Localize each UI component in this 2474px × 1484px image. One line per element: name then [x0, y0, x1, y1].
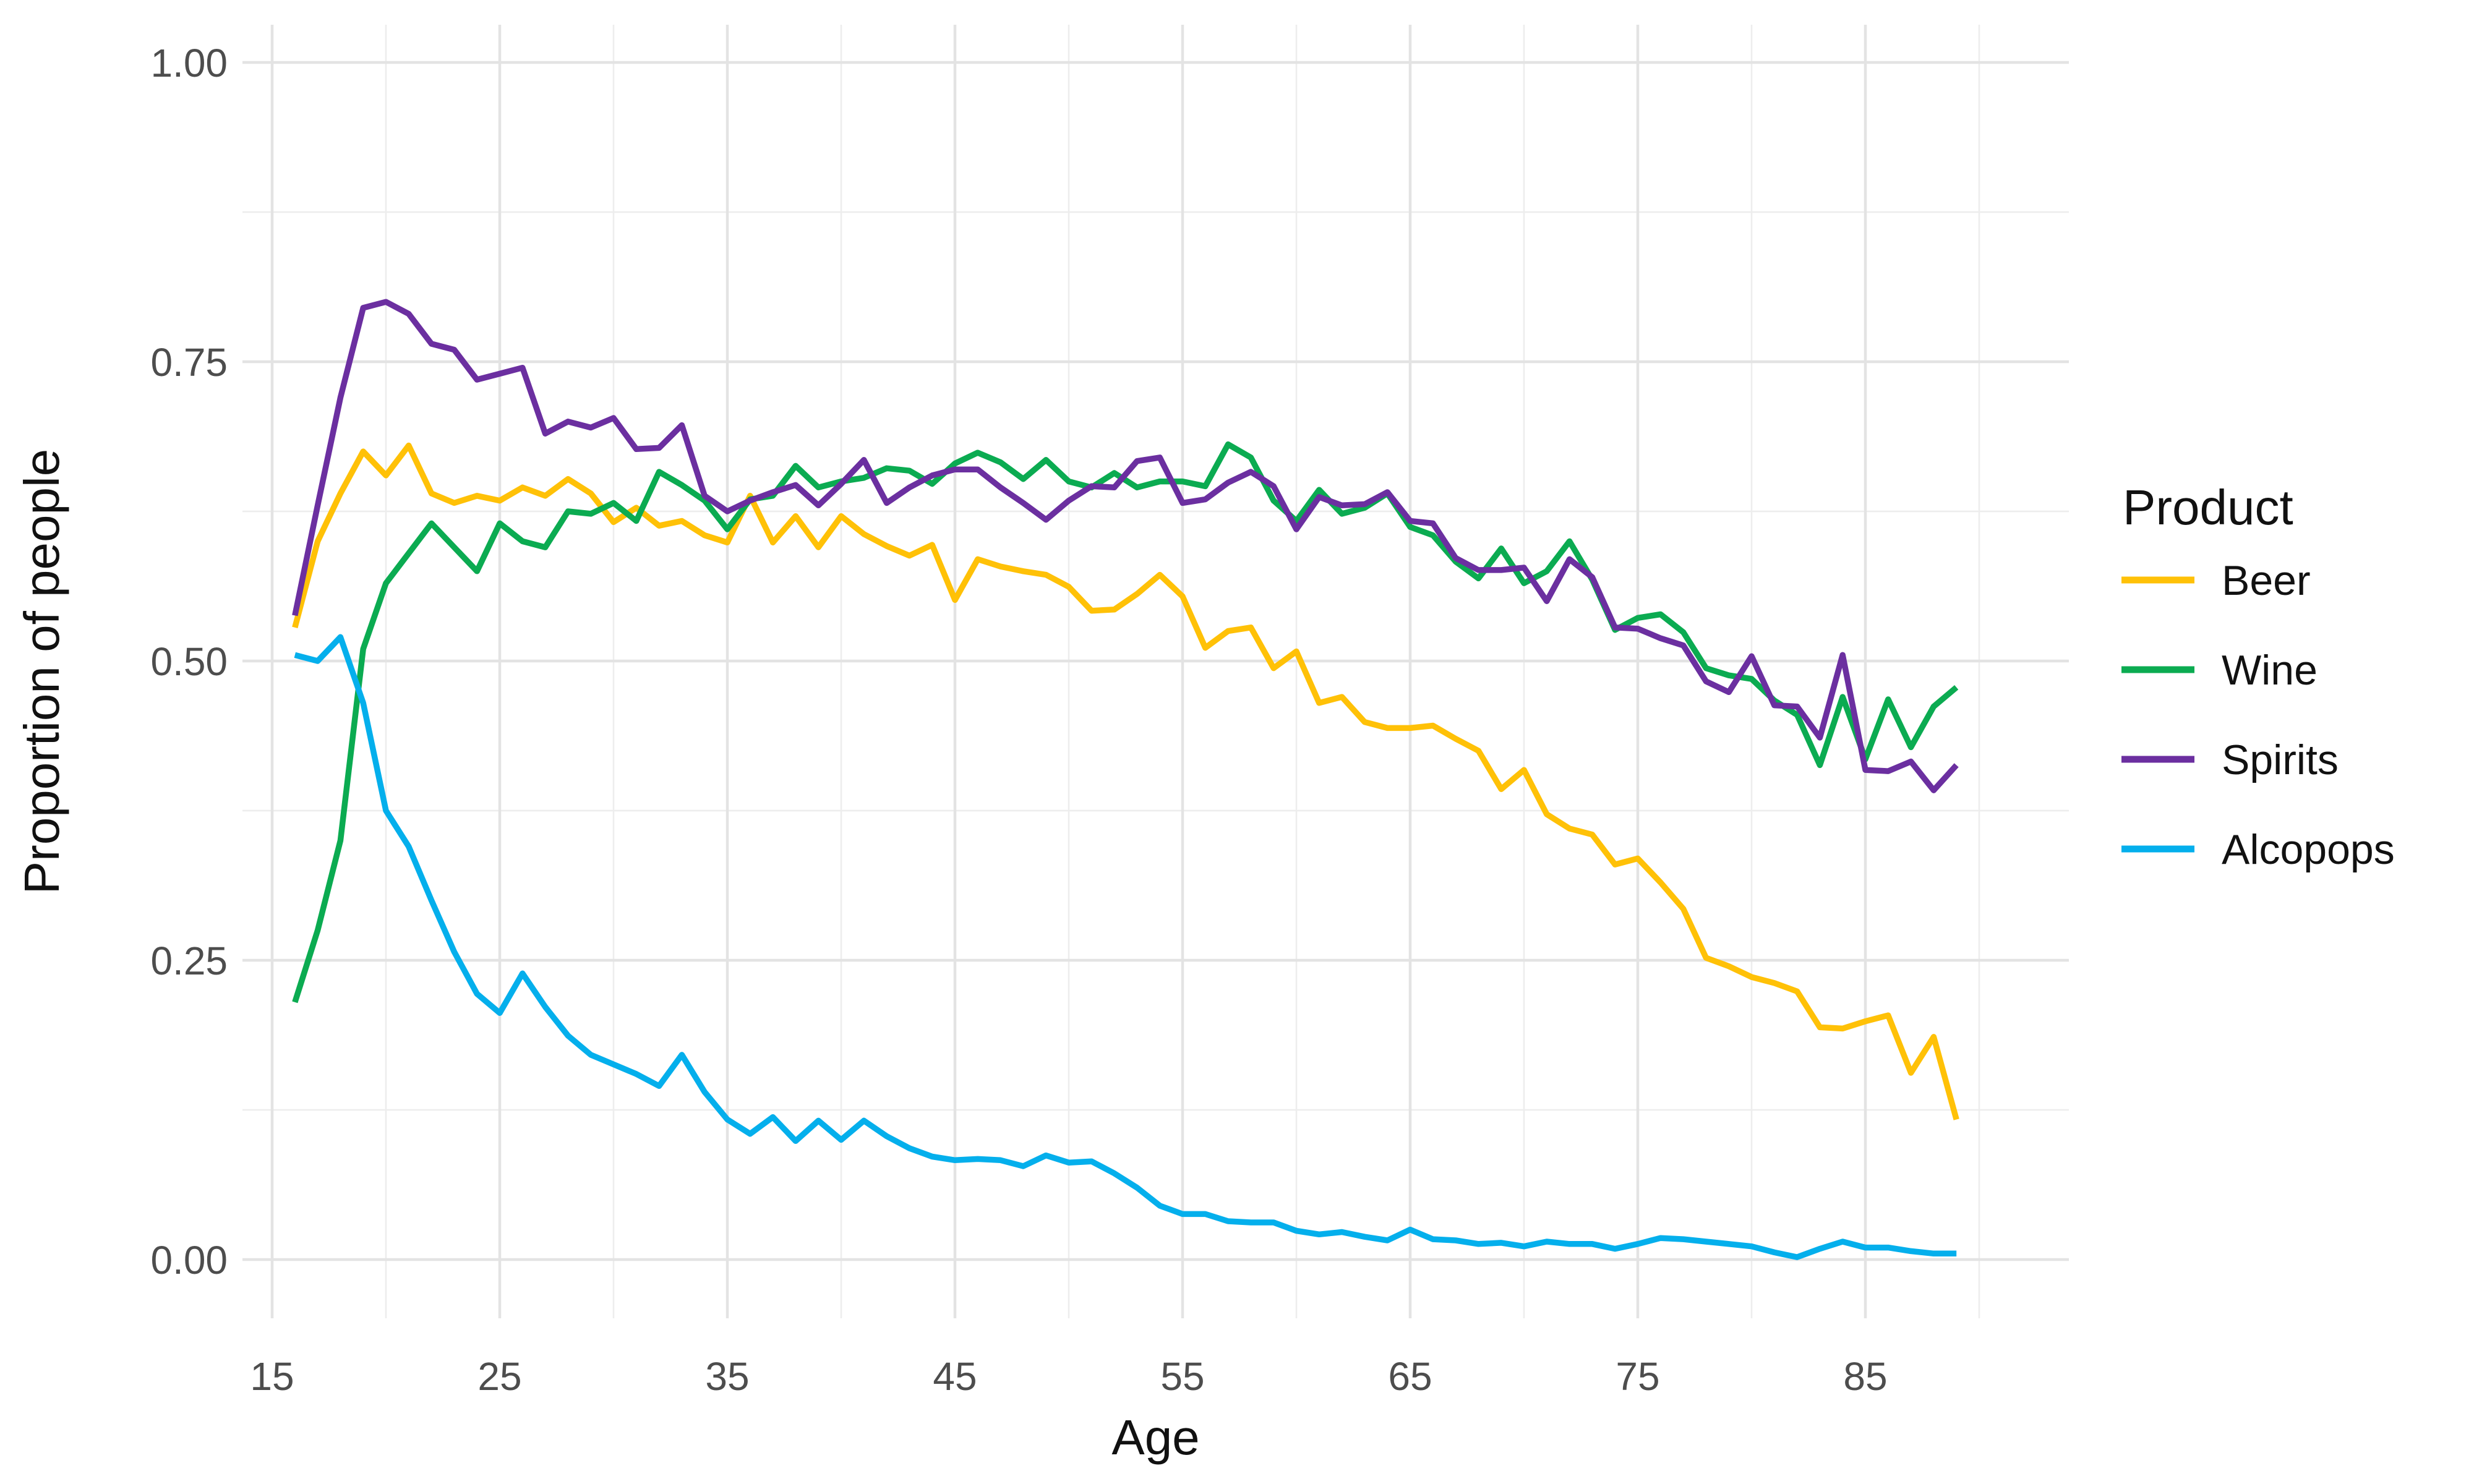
data-series-lines — [292, 299, 1959, 1260]
legend-label-wine: Wine — [2222, 647, 2318, 694]
gridlines-major — [242, 25, 2069, 1318]
legend-label-spirits: Spirits — [2222, 736, 2339, 783]
x-tick-label: 15 — [250, 1354, 294, 1399]
legend-item-alcopops: Alcopops — [2121, 826, 2395, 873]
series-line-alcopops — [294, 634, 1957, 1260]
x-tick-label: 55 — [1160, 1354, 1204, 1399]
x-tick-label: 85 — [1843, 1354, 1887, 1399]
y-tick-label: 0.50 — [150, 639, 228, 684]
gridlines-minor — [242, 25, 2069, 1318]
series-line-spirits — [292, 299, 1959, 793]
x-axis-tick-labels: 15 25 35 45 55 65 75 85 — [250, 1354, 1887, 1399]
x-tick-label: 65 — [1388, 1354, 1432, 1399]
legend-items: Beer Wine Spirits Alcopops — [2121, 557, 2395, 873]
y-tick-label: 1.00 — [150, 41, 228, 85]
y-tick-label: 0.25 — [150, 939, 228, 983]
y-tick-label: 0.00 — [150, 1238, 228, 1282]
y-axis-title: Proportion of people — [14, 449, 69, 895]
legend-item-beer: Beer — [2121, 557, 2311, 604]
y-axis-tick-labels: 0.00 0.25 0.50 0.75 1.00 — [150, 41, 228, 1282]
x-tick-label: 75 — [1616, 1354, 1659, 1399]
legend: Product Beer Wine Spirits Alcopops — [2121, 480, 2395, 873]
x-tick-label: 45 — [933, 1354, 977, 1399]
x-axis-title: Age — [1111, 1410, 1199, 1465]
legend-title: Product — [2123, 480, 2293, 535]
y-tick-label: 0.75 — [150, 340, 228, 385]
legend-item-spirits: Spirits — [2121, 736, 2339, 783]
x-tick-label: 25 — [477, 1354, 521, 1399]
legend-label-alcopops: Alcopops — [2222, 826, 2395, 873]
x-tick-label: 35 — [705, 1354, 749, 1399]
series-line-wine — [292, 441, 1959, 1004]
legend-label-beer: Beer — [2222, 557, 2311, 604]
legend-item-wine: Wine — [2121, 647, 2318, 694]
series-line-beer — [292, 442, 1959, 1120]
